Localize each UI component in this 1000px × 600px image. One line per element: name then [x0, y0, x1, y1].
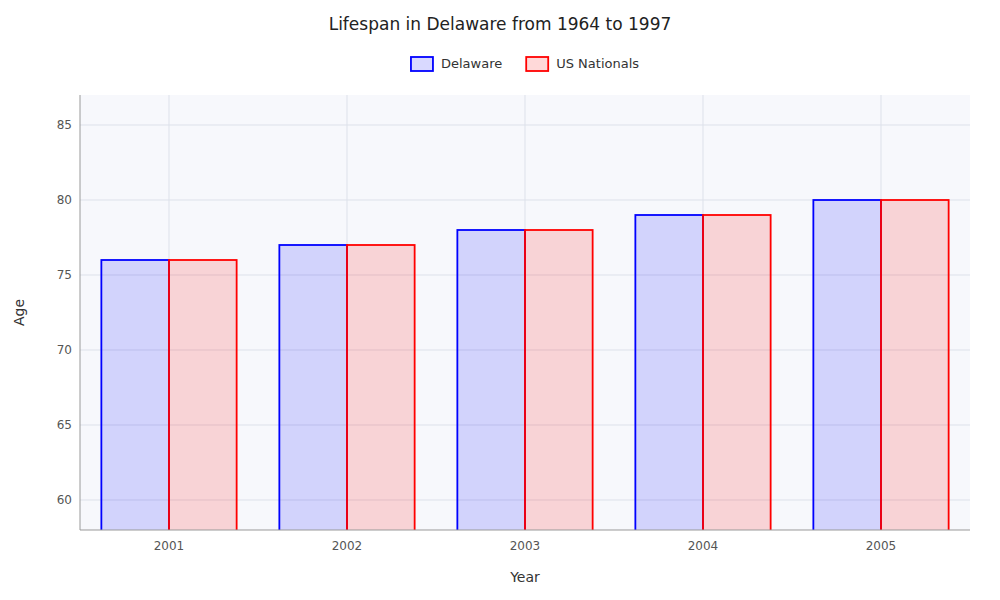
- y-tick-label: 85: [57, 118, 72, 132]
- x-tick-label: 2001: [154, 539, 185, 553]
- bar: Delaware: 76: [101, 260, 169, 530]
- bar: Delaware: 78: [457, 230, 525, 530]
- bar: US Nationals: 79: [703, 215, 771, 530]
- x-tick-label: 2002: [332, 539, 363, 553]
- x-tick-label: 2005: [866, 539, 897, 553]
- x-axis-line: [80, 530, 970, 531]
- chart-container: Delaware: 76 Delaware: 77 Delaware: 78 Dela…: [0, 0, 1000, 600]
- bar: US Nationals: 80: [881, 200, 949, 530]
- bar: US Nationals: 78: [525, 230, 593, 530]
- legend: Delaware US Nationals: [411, 56, 639, 72]
- y-tick-label: 60: [57, 493, 72, 507]
- bar: Delaware: 77: [279, 245, 347, 530]
- x-tick-label: 2003: [510, 539, 541, 553]
- chart-svg: Delaware: 76 Delaware: 77 Delaware: 78 Dela…: [0, 0, 1000, 600]
- y-tick-label: 70: [57, 343, 72, 357]
- bar: US Nationals: 77: [347, 245, 415, 530]
- legend-label: US Nationals: [556, 56, 639, 71]
- legend-swatch: [411, 57, 433, 71]
- legend-swatch: [526, 57, 548, 71]
- y-tick-label: 80: [57, 193, 72, 207]
- bar: Delaware: 80: [813, 200, 881, 530]
- chart-title: Lifespan in Delaware from 1964 to 1997: [329, 14, 672, 34]
- y-tick-label: 75: [57, 268, 72, 282]
- bars: Delaware: 76 Delaware: 77 Delaware: 78 Dela…: [101, 200, 948, 530]
- y-axis-label: Age: [11, 299, 27, 326]
- y-axis-line: [80, 95, 81, 530]
- x-tick-label: 2004: [688, 539, 719, 553]
- legend-item: US Nationals: [526, 56, 639, 72]
- legend-item: Delaware: [411, 56, 502, 72]
- bar: Delaware: 79: [635, 215, 703, 530]
- legend-label: Delaware: [441, 56, 502, 71]
- x-axis-label: Year: [509, 569, 540, 585]
- y-tick-label: 65: [57, 418, 72, 432]
- bar: US Nationals: 76: [169, 260, 237, 530]
